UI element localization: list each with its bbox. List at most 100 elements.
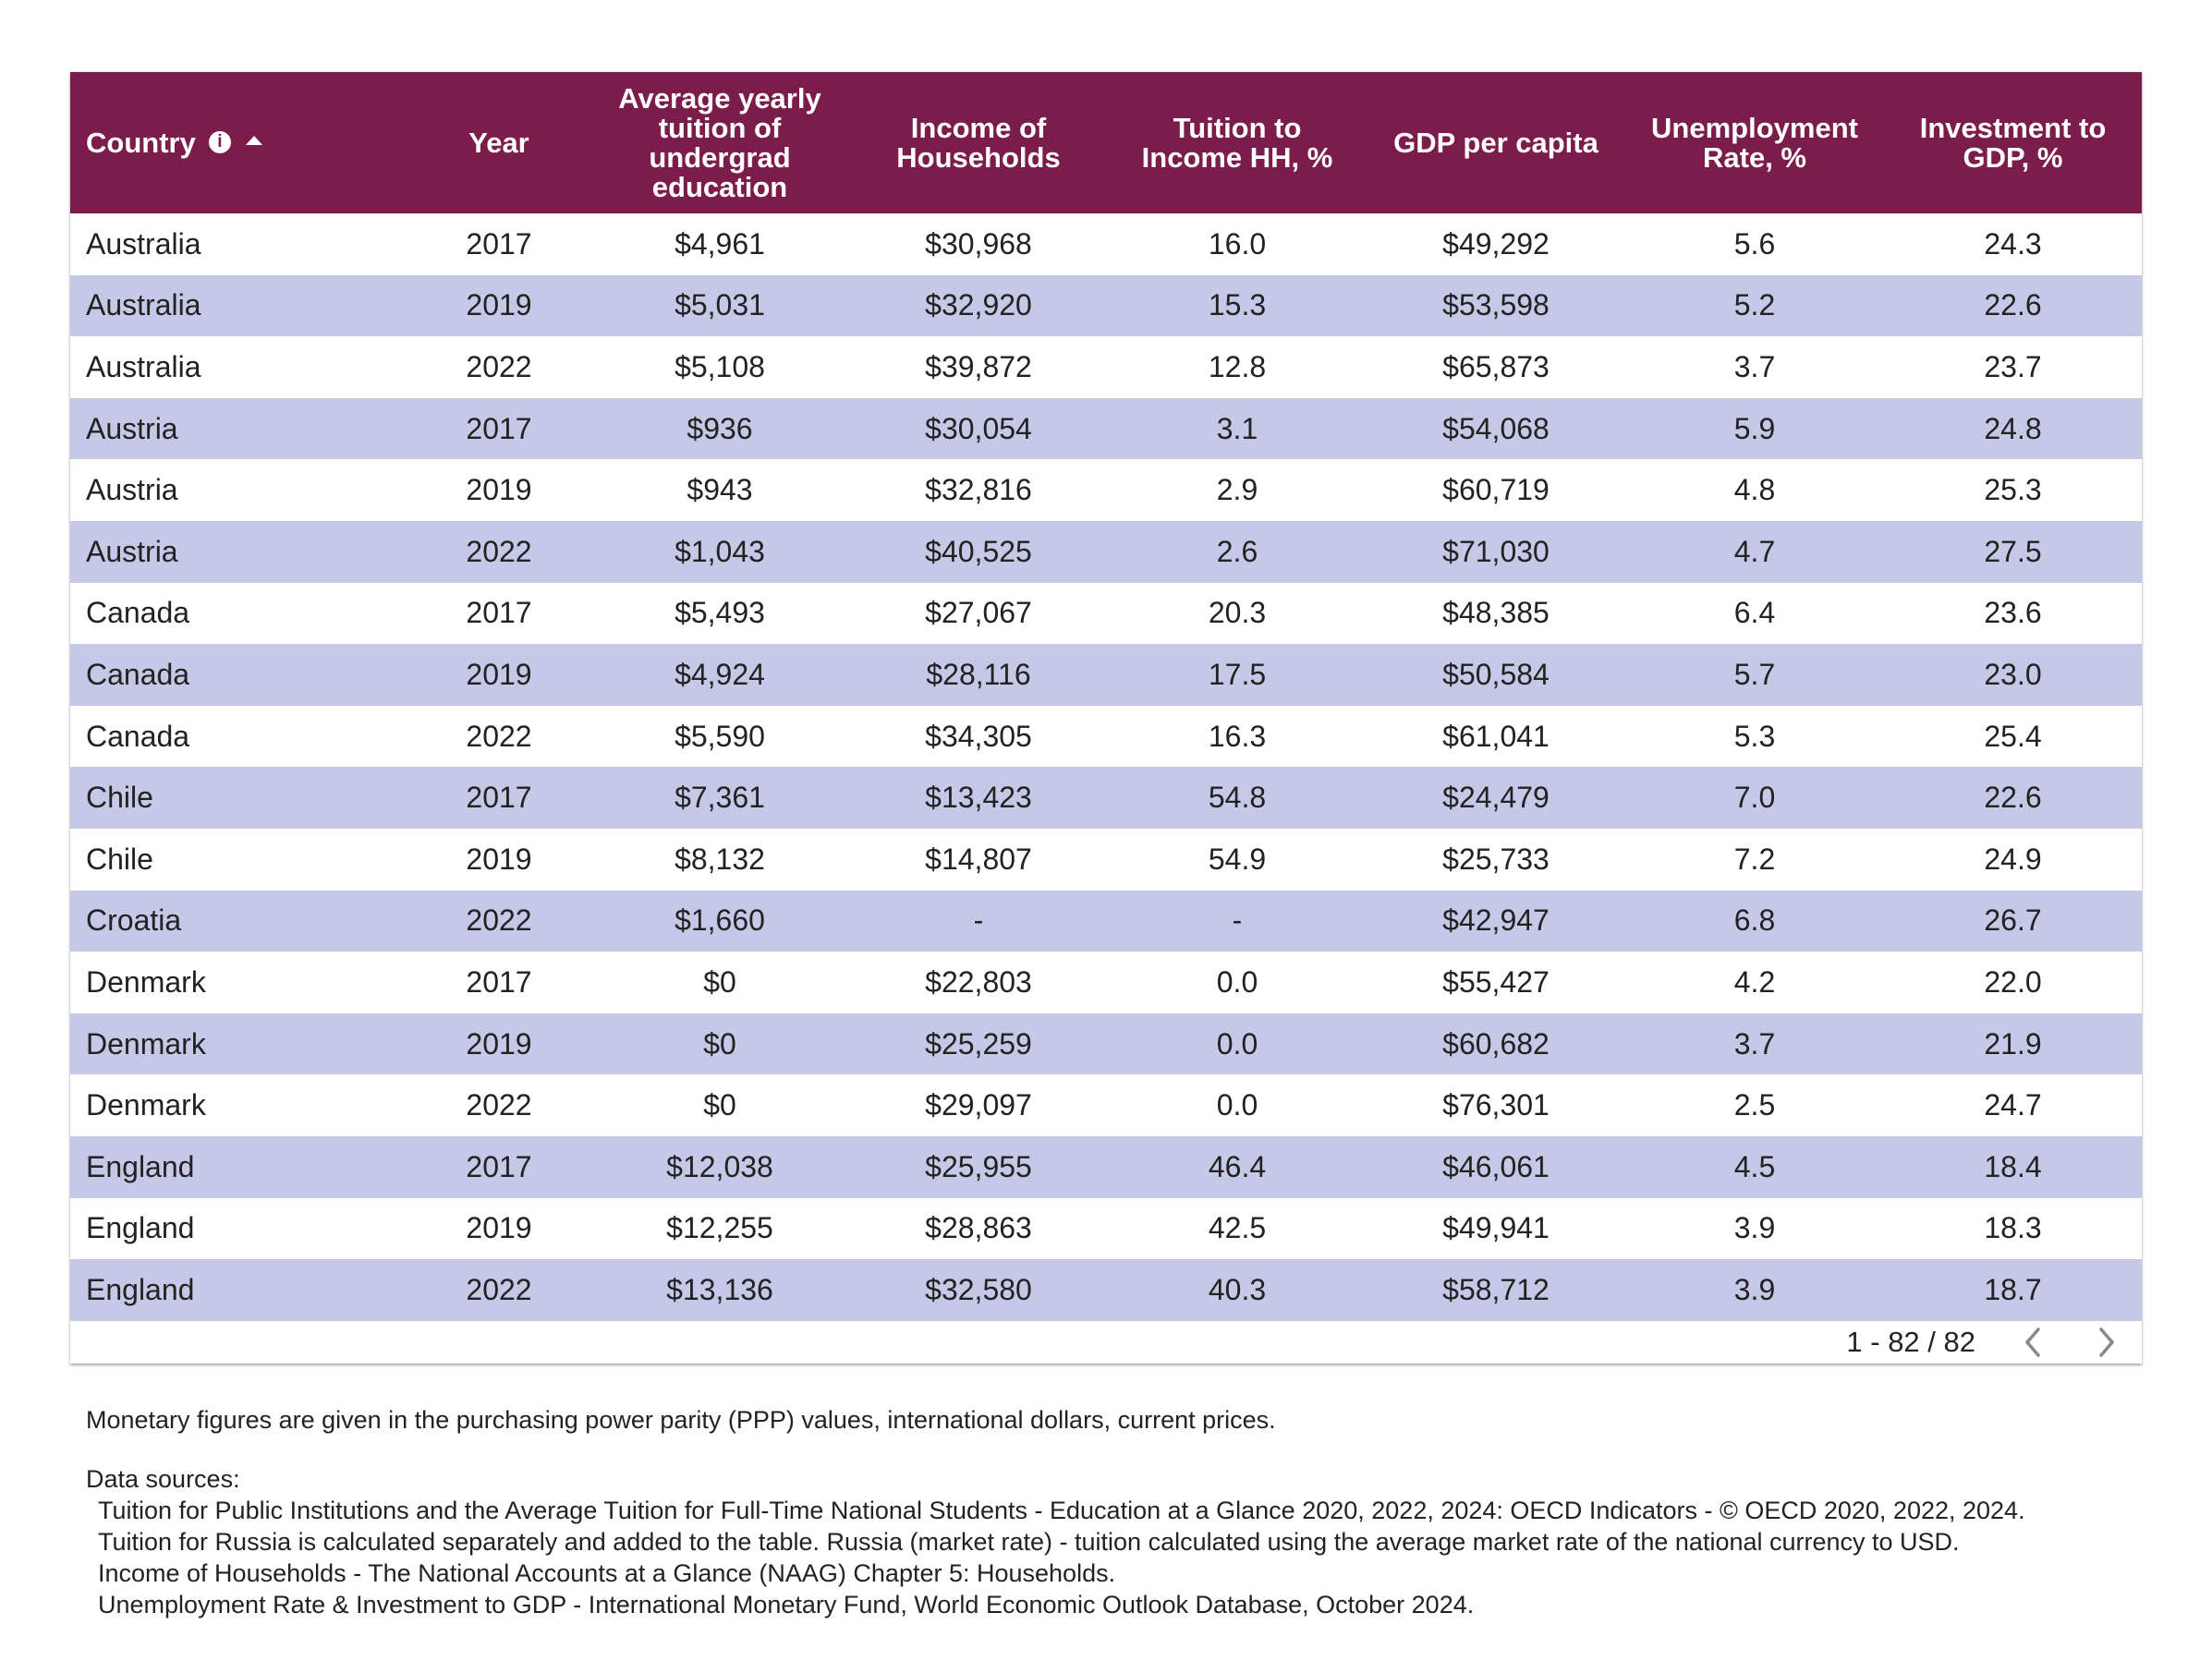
cell-income: $30,054 <box>925 411 1032 445</box>
cell-gdp: $49,941 <box>1442 1211 1550 1245</box>
column-header-tuition-to-income[interactable]: Tuition to Income HH, % <box>1108 72 1367 213</box>
cell-year: 2019 <box>466 473 532 507</box>
cell-gdp: $55,427 <box>1442 964 1550 999</box>
cell-tuition: $7,361 <box>675 781 765 815</box>
cell-tuition: $4,961 <box>675 226 765 261</box>
cell-tuition: $1,660 <box>675 903 765 938</box>
column-header-gdp[interactable]: GDP per capita <box>1367 72 1625 213</box>
cell-income: $25,259 <box>925 1026 1032 1061</box>
column-header-country[interactable]: Country i <box>70 72 407 213</box>
table-row: Denmark 2022 $0 $29,097 0.0 $76,301 2.5 24.7 <box>70 1074 2142 1136</box>
column-header-label-line: education <box>651 170 788 203</box>
cell-income: $29,097 <box>925 1088 1032 1122</box>
cell-unemployment: 5.3 <box>1733 719 1776 753</box>
cell-country: Australia <box>86 349 201 383</box>
cell-investment: 22.6 <box>1984 781 2042 815</box>
column-header-unemployment[interactable]: Unemployment Rate, % <box>1625 72 1884 213</box>
cell-year: 2017 <box>466 964 532 999</box>
table-row: England 2017 $12,038 $25,955 46.4 $46,061 4.5 1… <box>70 1135 2142 1198</box>
table-body: Australia 2017 $4,961 $30,968 16.0 $49,292 5.6… <box>70 213 2142 1321</box>
cell-income: $30,968 <box>925 226 1032 261</box>
cell-country: England <box>86 1149 195 1183</box>
cell-tuition-to-income: 46.4 <box>1208 1149 1267 1183</box>
cell-year: 2022 <box>466 719 532 753</box>
cell-tuition: $5,031 <box>675 288 765 322</box>
sort-ascending-icon[interactable] <box>245 136 262 146</box>
cell-year: 2019 <box>466 288 532 322</box>
cell-unemployment: 5.9 <box>1733 411 1776 445</box>
cell-tuition: $5,108 <box>675 349 765 383</box>
cell-country: Austria <box>86 411 178 445</box>
cell-unemployment: 6.4 <box>1733 596 1776 630</box>
table-row: Chile 2019 $8,132 $14,807 54.9 $25,733 7.2 24.9 <box>70 828 2142 891</box>
cell-gdp: $61,041 <box>1442 719 1550 753</box>
cell-country: England <box>86 1211 195 1245</box>
cell-gdp: $46,061 <box>1442 1149 1550 1183</box>
cell-year: 2017 <box>466 781 532 815</box>
cell-income: $32,816 <box>925 473 1032 507</box>
cell-unemployment: 4.5 <box>1733 1149 1776 1183</box>
cell-income: $22,803 <box>925 964 1032 999</box>
cell-tuition-to-income: 15.3 <box>1208 288 1267 322</box>
cell-unemployment: 4.2 <box>1733 964 1776 999</box>
cell-investment: 24.3 <box>1984 226 2042 261</box>
column-header-income[interactable]: Income of Households <box>849 72 1108 213</box>
cell-year: 2022 <box>466 349 532 383</box>
column-header-investment[interactable]: Investment to GDP, % <box>1884 72 2142 213</box>
table-row: Australia 2017 $4,961 $30,968 16.0 $49,292 5.6… <box>70 213 2142 275</box>
cell-unemployment: 4.8 <box>1733 473 1776 507</box>
cell-unemployment: 5.7 <box>1733 657 1776 691</box>
cell-income: $28,116 <box>926 657 1031 691</box>
cell-unemployment: 3.9 <box>1733 1211 1776 1245</box>
cell-country: Denmark <box>86 1088 206 1122</box>
chevron-right-icon <box>2099 1328 2114 1357</box>
cell-investment: 24.8 <box>1984 411 2042 445</box>
cell-country: Austria <box>86 534 178 568</box>
column-header-label-line: Income of <box>910 111 1047 144</box>
info-icon[interactable]: i <box>208 131 231 154</box>
cell-investment: 23.6 <box>1984 596 2042 630</box>
cell-income: $32,580 <box>925 1272 1032 1306</box>
cell-investment: 18.4 <box>1984 1149 2042 1183</box>
cell-tuition-to-income: 2.9 <box>1216 473 1258 507</box>
pagination-range: 1 - 82 / 82 <box>1846 1326 1975 1358</box>
cell-tuition: $5,493 <box>675 596 765 630</box>
cell-country: Canada <box>86 596 190 630</box>
cell-country: Austria <box>86 473 178 507</box>
table-row: Australia 2022 $5,108 $39,872 12.8 $65,873 3.7… <box>70 336 2142 398</box>
cell-income: $14,807 <box>925 842 1032 876</box>
table-row: Denmark 2017 $0 $22,803 0.0 $55,427 4.2 22.0 <box>70 952 2142 1013</box>
cell-tuition-to-income: 17.5 <box>1208 657 1267 691</box>
cell-investment: 24.9 <box>1984 842 2042 876</box>
cell-tuition-to-income: - <box>1232 903 1243 938</box>
next-page-button[interactable] <box>2086 1321 2127 1364</box>
cell-tuition: $936 <box>687 411 753 445</box>
cell-investment: 21.9 <box>1984 1026 2042 1061</box>
column-header-label-line: Households <box>896 140 1061 174</box>
column-header-label-line: GDP, % <box>1963 140 2063 174</box>
cell-tuition-to-income: 16.0 <box>1208 226 1267 261</box>
cell-tuition: $4,924 <box>675 657 765 691</box>
cell-tuition-to-income: 40.3 <box>1208 1272 1267 1306</box>
data-table-card: Country i Year Average yearly tuition of … <box>70 72 2142 1364</box>
chevron-left-icon <box>2025 1328 2040 1357</box>
cell-income: $25,955 <box>925 1149 1032 1183</box>
column-header-label-line: Tuition to <box>1173 111 1302 144</box>
cell-income: $13,423 <box>925 781 1032 815</box>
table-row: Australia 2019 $5,031 $32,920 15.3 $53,598 5.2… <box>70 274 2142 337</box>
cell-year: 2017 <box>466 1149 532 1183</box>
cell-income: $34,305 <box>925 719 1032 753</box>
column-header-label-line: Rate, % <box>1703 140 1806 174</box>
cell-income: $39,872 <box>925 349 1032 383</box>
cell-income: $40,525 <box>925 534 1032 568</box>
cell-gdp: $42,947 <box>1442 903 1550 938</box>
previous-page-button[interactable] <box>2012 1321 2053 1364</box>
column-header-tuition[interactable]: Average yearly tuition of undergrad educ… <box>590 72 849 213</box>
column-header-label-line: tuition of <box>658 111 782 144</box>
column-header-label-line: Investment to <box>1919 111 2107 144</box>
cell-tuition-to-income: 3.1 <box>1216 411 1258 445</box>
column-header-year[interactable]: Year <box>407 72 590 213</box>
cell-year: 2022 <box>466 1272 532 1306</box>
cell-gdp: $76,301 <box>1442 1088 1550 1122</box>
cell-tuition-to-income: 54.9 <box>1208 842 1267 876</box>
